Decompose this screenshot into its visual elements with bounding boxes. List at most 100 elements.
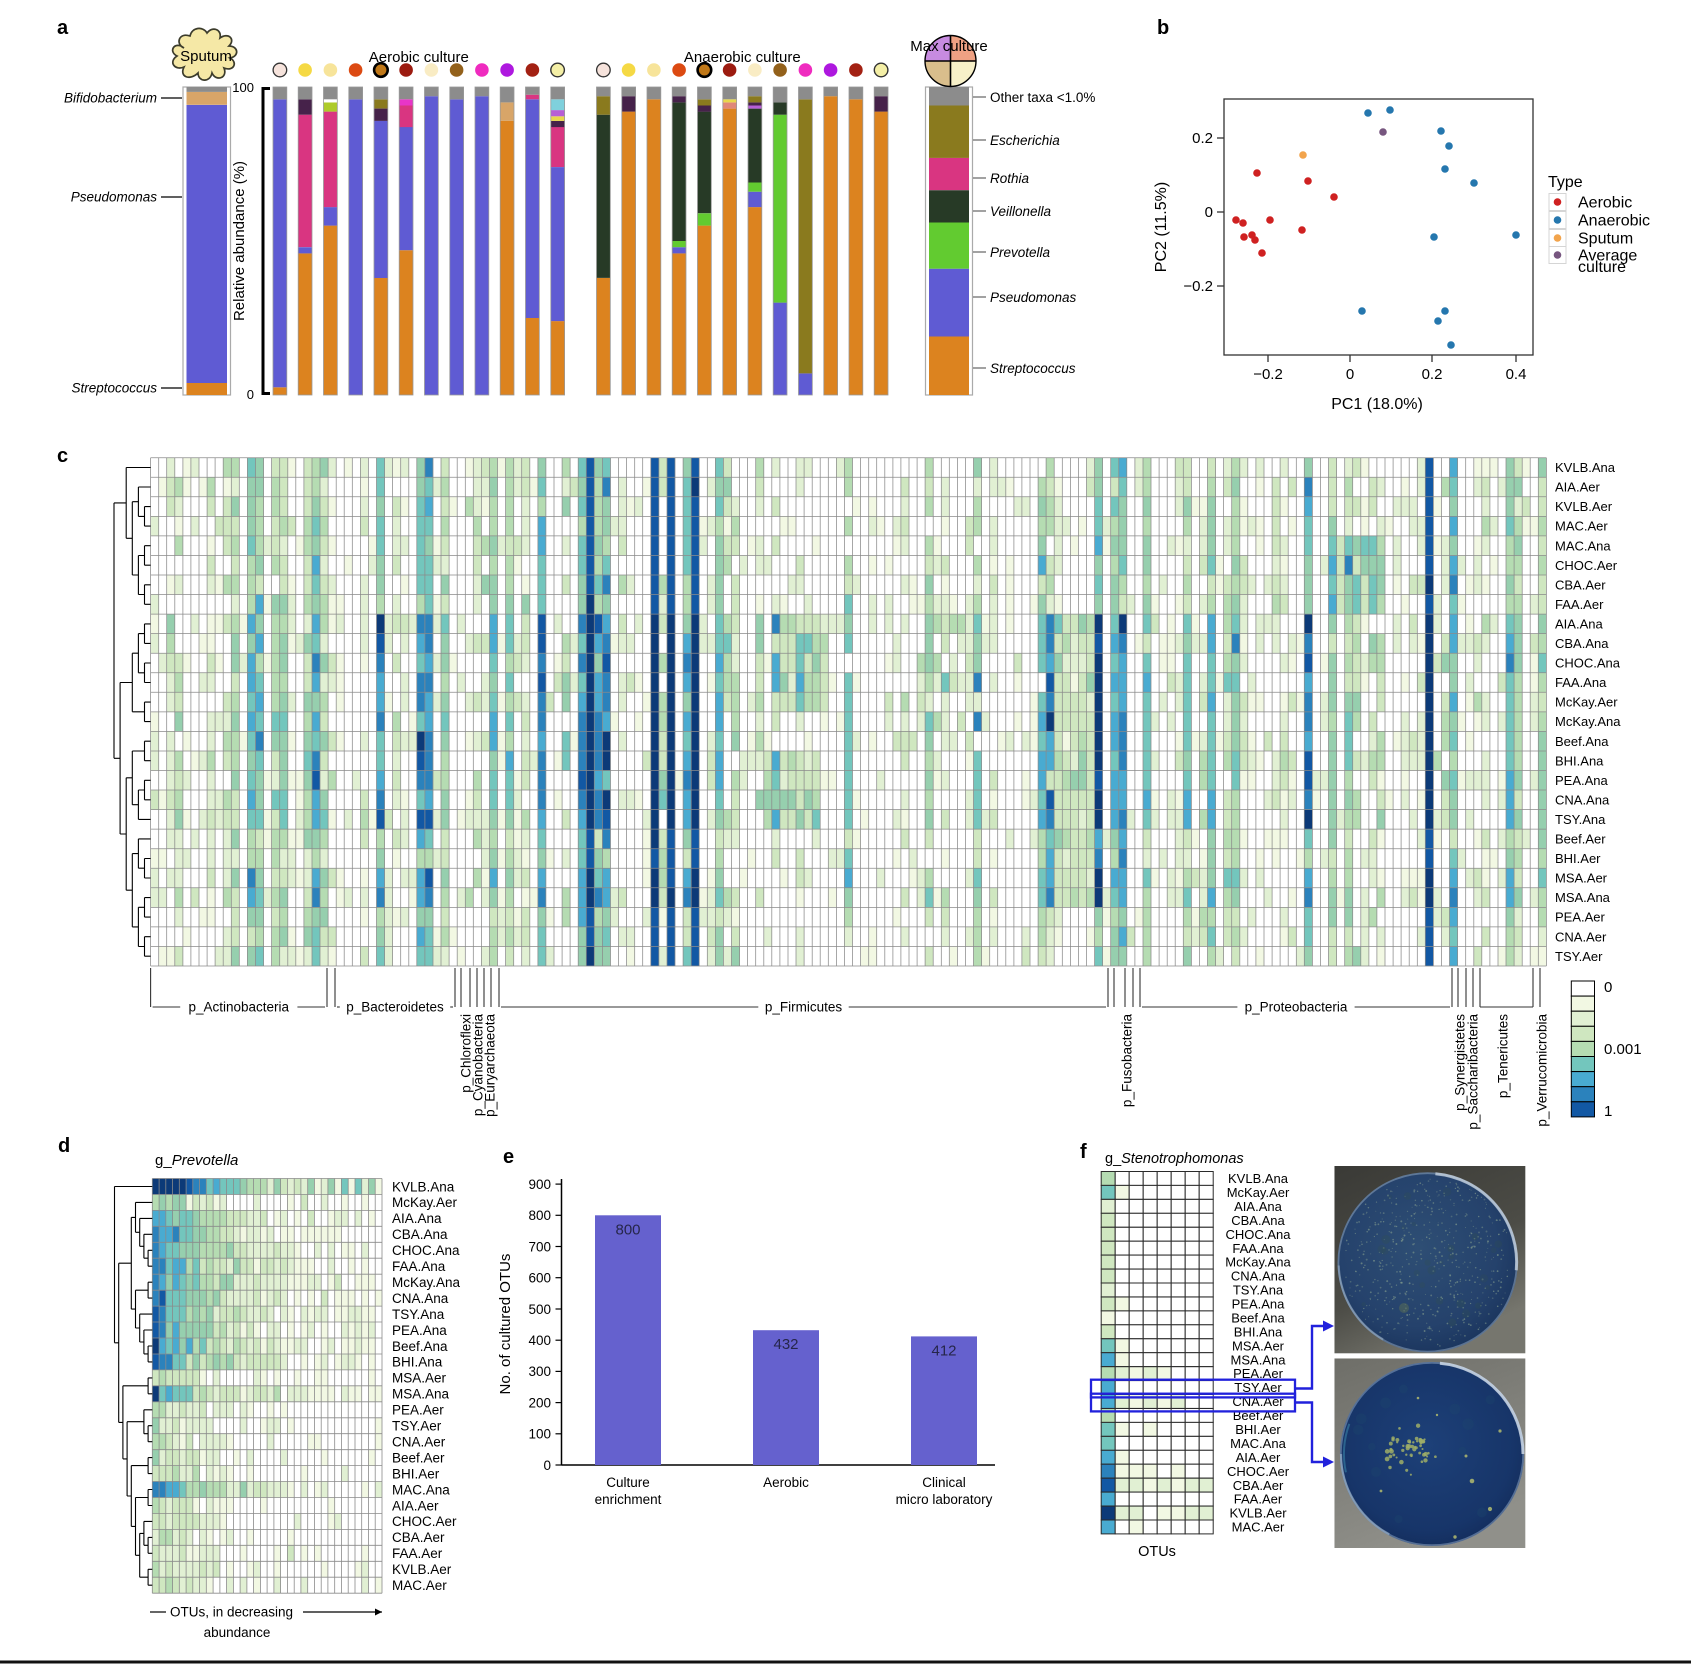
svg-text:0.2: 0.2 xyxy=(1422,366,1443,383)
svg-text:PEA.Ana: PEA.Ana xyxy=(1232,1297,1286,1312)
svg-text:Sputum: Sputum xyxy=(1578,231,1633,248)
svg-text:800: 800 xyxy=(615,1221,640,1238)
svg-text:600: 600 xyxy=(528,1271,551,1286)
svg-text:PEA.Aer: PEA.Aer xyxy=(392,1403,444,1418)
svg-text:MSA.Ana: MSA.Ana xyxy=(1231,1352,1287,1367)
svg-text:CBA.Ana: CBA.Ana xyxy=(392,1227,448,1242)
svg-text:0.2: 0.2 xyxy=(1192,130,1213,147)
svg-text:AIA.Aer: AIA.Aer xyxy=(392,1498,439,1513)
svg-text:Streptococcus: Streptococcus xyxy=(990,361,1076,376)
svg-text:KVLB.Ana: KVLB.Ana xyxy=(392,1179,455,1194)
svg-text:CNA.Ana: CNA.Ana xyxy=(1231,1269,1286,1284)
svg-text:FAA.Ana: FAA.Ana xyxy=(1232,1241,1284,1256)
svg-text:PC2 (11.5%): PC2 (11.5%) xyxy=(1153,182,1170,272)
svg-text:CBA.Ana: CBA.Ana xyxy=(1555,636,1609,651)
svg-text:p_Synergistetes: p_Synergistetes xyxy=(1453,1014,1468,1111)
svg-text:800: 800 xyxy=(528,1208,551,1223)
svg-text:Average: Average xyxy=(1578,248,1637,265)
svg-text:McKay.Aer: McKay.Aer xyxy=(1227,1185,1290,1200)
svg-text:CNA.Aer: CNA.Aer xyxy=(1555,929,1607,944)
svg-text:p_Firmicutes: p_Firmicutes xyxy=(765,1000,843,1015)
svg-text:Streptococcus: Streptococcus xyxy=(71,381,157,396)
svg-text:FAA.Aer: FAA.Aer xyxy=(1555,597,1604,612)
svg-text:0.4: 0.4 xyxy=(1506,366,1527,383)
svg-text:p_Cyanobacteria: p_Cyanobacteria xyxy=(471,1014,486,1117)
svg-text:FAA.Ana: FAA.Ana xyxy=(392,1259,446,1274)
svg-text:p_Saccharibacteria: p_Saccharibacteria xyxy=(1466,1014,1481,1130)
svg-text:Veillonella: Veillonella xyxy=(990,204,1052,219)
svg-text:0: 0 xyxy=(1346,366,1354,383)
svg-text:Beef.Aer: Beef.Aer xyxy=(1555,832,1606,847)
svg-text:CHOC.Ana: CHOC.Ana xyxy=(392,1243,460,1258)
svg-text:BHI.Ana: BHI.Ana xyxy=(1555,753,1604,768)
svg-text:d: d xyxy=(58,1135,70,1157)
svg-text:g_Stenotrophomonas: g_Stenotrophomonas xyxy=(1105,1151,1244,1167)
svg-text:Beef.Ana: Beef.Ana xyxy=(392,1339,448,1354)
svg-text:p_Proteobacteria: p_Proteobacteria xyxy=(1245,1000,1348,1015)
svg-text:KVLB.Aer: KVLB.Aer xyxy=(392,1562,452,1577)
svg-text:PEA.Ana: PEA.Ana xyxy=(392,1323,447,1338)
svg-text:PEA.Ana: PEA.Ana xyxy=(1555,773,1609,788)
svg-text:Aerobic: Aerobic xyxy=(1578,195,1632,212)
svg-text:No. of cultured OTUs: No. of cultured OTUs xyxy=(497,1254,514,1395)
svg-text:KVLB.Ana: KVLB.Ana xyxy=(1555,460,1616,475)
svg-text:Bifidobacterium: Bifidobacterium xyxy=(64,91,157,106)
svg-text:PC1 (18.0%): PC1 (18.0%) xyxy=(1331,396,1423,413)
svg-text:p_Fusobacteria: p_Fusobacteria xyxy=(1120,1014,1135,1108)
svg-text:Beef.Ana: Beef.Ana xyxy=(1231,1311,1285,1326)
svg-text:CHOC.Ana: CHOC.Ana xyxy=(1555,656,1621,671)
svg-text:e: e xyxy=(503,1146,514,1168)
svg-text:MSA.Ana: MSA.Ana xyxy=(1555,890,1611,905)
svg-text:Pseudomonas: Pseudomonas xyxy=(990,290,1077,305)
svg-text:MAC.Aer: MAC.Aer xyxy=(1232,1520,1285,1535)
svg-text:300: 300 xyxy=(528,1364,551,1379)
svg-text:0: 0 xyxy=(543,1458,551,1473)
svg-text:CHOC.Aer: CHOC.Aer xyxy=(1227,1464,1290,1479)
svg-text:abundance: abundance xyxy=(204,1625,271,1640)
svg-text:MSA.Ana: MSA.Ana xyxy=(392,1387,450,1402)
svg-text:Relative abundance (%): Relative abundance (%) xyxy=(231,161,248,321)
svg-text:400: 400 xyxy=(528,1333,551,1348)
svg-text:CBA.Ana: CBA.Ana xyxy=(1231,1213,1285,1228)
svg-text:0: 0 xyxy=(1604,979,1612,996)
svg-text:700: 700 xyxy=(528,1239,551,1254)
svg-text:FAA.Aer: FAA.Aer xyxy=(392,1546,443,1561)
svg-text:MAC.Aer: MAC.Aer xyxy=(392,1578,447,1593)
svg-text:AIA.Ana: AIA.Ana xyxy=(392,1211,442,1226)
svg-text:MSA.Aer: MSA.Aer xyxy=(1232,1338,1285,1353)
svg-text:0: 0 xyxy=(247,387,254,402)
svg-text:Anaerobic culture: Anaerobic culture xyxy=(684,49,801,66)
svg-text:TSY.Aer: TSY.Aer xyxy=(1234,1380,1282,1395)
svg-text:MAC.Aer: MAC.Aer xyxy=(1555,519,1608,534)
svg-text:432: 432 xyxy=(773,1336,798,1353)
svg-text:McKay.Ana: McKay.Ana xyxy=(1555,714,1621,729)
svg-text:Other taxa <1.0%: Other taxa <1.0% xyxy=(990,90,1095,105)
svg-text:PEA.Aer: PEA.Aer xyxy=(1233,1366,1284,1381)
svg-text:culture: culture xyxy=(1578,259,1626,276)
svg-text:c: c xyxy=(57,445,68,467)
svg-text:TSY.Ana: TSY.Ana xyxy=(392,1307,445,1322)
svg-text:p_Actinobacteria: p_Actinobacteria xyxy=(189,1000,290,1015)
svg-text:Sputum: Sputum xyxy=(180,48,232,65)
svg-text:412: 412 xyxy=(931,1342,956,1359)
svg-text:BHI.Aer: BHI.Aer xyxy=(1235,1422,1281,1437)
svg-text:TSY.Ana: TSY.Ana xyxy=(1233,1283,1284,1298)
svg-text:Max culture: Max culture xyxy=(910,38,988,55)
svg-text:KVLB.Ana: KVLB.Ana xyxy=(1228,1171,1289,1186)
svg-text:900: 900 xyxy=(528,1177,551,1192)
svg-text:AIA.Ana: AIA.Ana xyxy=(1555,617,1603,632)
svg-text:AIA.Aer: AIA.Aer xyxy=(1555,480,1600,495)
svg-text:BHI.Ana: BHI.Ana xyxy=(1234,1324,1283,1339)
svg-text:TSY.Aer: TSY.Aer xyxy=(392,1419,442,1434)
svg-text:CBA.Aer: CBA.Aer xyxy=(392,1530,445,1545)
svg-text:p_Bacteroidetes: p_Bacteroidetes xyxy=(346,1000,444,1015)
svg-text:McKay.Aer: McKay.Aer xyxy=(1555,695,1618,710)
svg-text:MSA.Aer: MSA.Aer xyxy=(1555,871,1608,886)
svg-text:Pseudomonas: Pseudomonas xyxy=(71,190,158,205)
svg-text:McKay.Aer: McKay.Aer xyxy=(392,1195,458,1210)
svg-text:MAC.Ana: MAC.Ana xyxy=(1555,538,1611,553)
svg-text:p_Chloroflexi: p_Chloroflexi xyxy=(459,1014,474,1093)
svg-text:a: a xyxy=(57,17,69,39)
svg-text:OTUs, in decreasing: OTUs, in decreasing xyxy=(170,1605,293,1620)
svg-text:MAC.Ana: MAC.Ana xyxy=(1230,1436,1286,1451)
